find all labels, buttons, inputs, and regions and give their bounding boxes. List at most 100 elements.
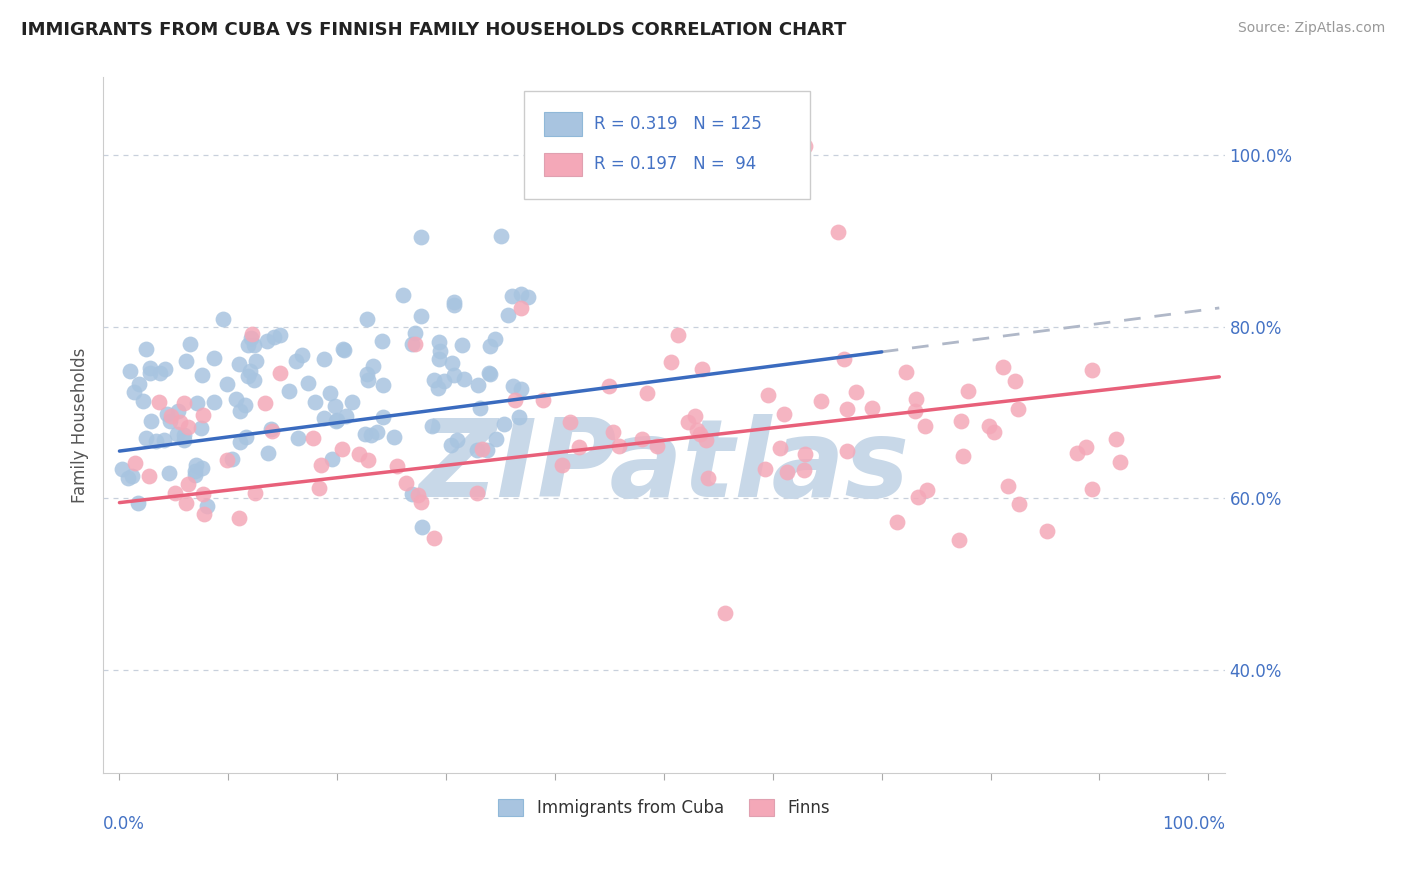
Point [404, 326, 426, 340]
Point [427, 351, 450, 366]
Point [773, 407, 796, 421]
Point [139, 360, 162, 375]
Point [323, 399, 346, 413]
Point [121, 469, 143, 483]
Point [138, 468, 160, 483]
Point [256, 334, 278, 349]
Point [260, 422, 283, 436]
Point [446, 433, 468, 447]
Point [1066, 446, 1088, 460]
Point [184, 464, 207, 478]
Point [366, 425, 388, 439]
Point [607, 438, 630, 452]
Point [423, 373, 446, 387]
Text: Source: ZipAtlas.com: Source: ZipAtlas.com [1237, 21, 1385, 35]
Point [666, 328, 689, 343]
Point [153, 361, 176, 376]
Point [896, 365, 918, 379]
Point [977, 419, 1000, 434]
Point [508, 410, 530, 425]
Point [135, 431, 157, 445]
Point [1081, 482, 1104, 496]
Point [165, 485, 187, 500]
Point [395, 476, 418, 491]
Point [202, 351, 225, 365]
Point [333, 343, 356, 357]
Point [467, 377, 489, 392]
Point [957, 384, 980, 398]
FancyBboxPatch shape [523, 91, 810, 199]
Point [153, 434, 176, 448]
Point [661, 355, 683, 369]
Point [370, 334, 392, 349]
Point [810, 393, 832, 408]
Point [166, 403, 188, 417]
Point [371, 410, 394, 425]
Point [478, 366, 501, 380]
Point [531, 392, 554, 407]
Point [382, 430, 405, 444]
Point [551, 458, 574, 472]
Point [845, 385, 868, 400]
Point [427, 381, 450, 395]
Point [262, 424, 284, 438]
Point [835, 443, 858, 458]
Point [325, 413, 347, 427]
Point [357, 373, 380, 387]
Point [837, 402, 859, 417]
Point [501, 289, 523, 303]
Point [228, 510, 250, 524]
Point [676, 415, 699, 429]
Point [184, 458, 207, 472]
Point [423, 532, 446, 546]
Point [391, 288, 413, 302]
Point [602, 425, 624, 439]
Point [156, 407, 179, 421]
Text: R = 0.319   N = 125: R = 0.319 N = 125 [595, 115, 762, 133]
Point [440, 356, 463, 370]
Point [983, 425, 1005, 439]
Text: R = 0.197   N =  94: R = 0.197 N = 94 [595, 155, 756, 173]
Point [314, 411, 336, 425]
Point [148, 395, 170, 409]
Point [191, 368, 214, 383]
Point [174, 496, 197, 510]
Point [157, 466, 180, 480]
Point [309, 458, 332, 472]
Point [886, 515, 908, 529]
Point [225, 392, 247, 407]
Point [263, 330, 285, 344]
Point [238, 364, 260, 378]
Point [915, 483, 938, 497]
Point [302, 431, 325, 445]
Point [357, 453, 380, 467]
Point [948, 533, 970, 548]
Point [950, 414, 973, 428]
Point [139, 367, 162, 381]
Point [127, 496, 149, 510]
Point [243, 373, 266, 387]
Point [240, 326, 263, 341]
Point [221, 451, 243, 466]
Point [169, 415, 191, 429]
Point [479, 367, 502, 381]
Point [190, 460, 212, 475]
Text: ZIPatlas: ZIPatlas [419, 414, 910, 520]
Point [451, 338, 474, 352]
Point [193, 507, 215, 521]
Text: IMMIGRANTS FROM CUBA VS FINNISH FAMILY HOUSEHOLDS CORRELATION CHART: IMMIGRANTS FROM CUBA VS FINNISH FAMILY H… [21, 21, 846, 38]
Point [238, 369, 260, 384]
Point [862, 401, 884, 416]
Point [149, 366, 172, 380]
Point [191, 408, 214, 422]
Point [308, 481, 330, 495]
Point [443, 295, 465, 310]
Point [173, 396, 195, 410]
Point [516, 290, 538, 304]
Text: 100.0%: 100.0% [1161, 815, 1225, 833]
Point [186, 396, 208, 410]
Point [347, 446, 370, 460]
Point [689, 426, 711, 441]
Point [427, 334, 450, 349]
Point [465, 442, 488, 457]
